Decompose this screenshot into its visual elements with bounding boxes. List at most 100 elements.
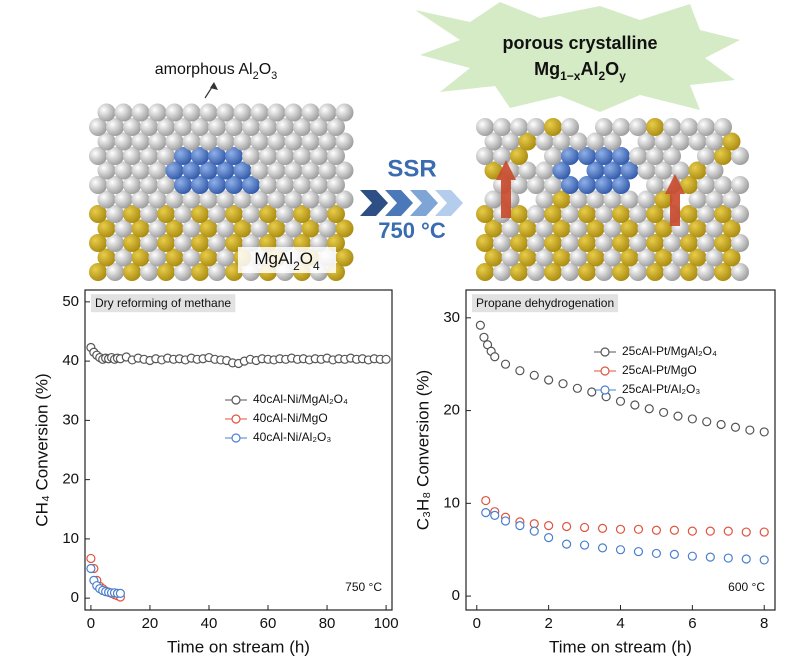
- atom: [157, 263, 175, 281]
- atom: [510, 147, 528, 165]
- atom: [165, 103, 184, 122]
- atom: [595, 234, 613, 252]
- atom: [191, 176, 209, 194]
- atom: [157, 234, 175, 252]
- marker: [716, 419, 726, 430]
- atom: [148, 103, 167, 122]
- atom: [697, 263, 715, 281]
- atom: [123, 118, 141, 136]
- atom: [731, 263, 749, 281]
- atom: [131, 132, 150, 151]
- atom: [89, 234, 107, 252]
- atom: [586, 219, 605, 238]
- atom: [552, 190, 571, 209]
- atom: [688, 248, 707, 267]
- marker: [587, 387, 597, 397]
- atom: [476, 234, 494, 252]
- atom: [731, 147, 749, 165]
- label-sub: 2: [598, 69, 605, 83]
- marker: [544, 533, 554, 543]
- atom: [578, 205, 596, 223]
- atom: [89, 118, 107, 136]
- atom: [637, 219, 656, 238]
- atom: [518, 219, 537, 238]
- label-part: Mg: [534, 59, 560, 79]
- atom: [106, 147, 124, 165]
- atom: [697, 176, 715, 194]
- atom: [714, 263, 732, 281]
- atom: [603, 161, 622, 180]
- atom: [199, 190, 218, 209]
- atom: [293, 147, 311, 165]
- atom: [705, 190, 724, 209]
- marker: [544, 375, 554, 385]
- atom: [501, 248, 520, 267]
- x-tick-label: 80: [319, 615, 336, 632]
- atom: [646, 118, 664, 136]
- legend-label: 25cAl-Pt/MgO: [622, 363, 697, 377]
- atom: [629, 205, 647, 223]
- atom: [714, 118, 732, 136]
- marker: [529, 519, 539, 529]
- atom: [318, 190, 337, 209]
- label-sub: 2: [293, 259, 300, 273]
- marker: [669, 525, 679, 535]
- atom: [510, 234, 528, 252]
- atom: [131, 103, 150, 122]
- marker: [615, 396, 626, 406]
- atom: [182, 219, 201, 238]
- atom: [714, 176, 732, 194]
- atom: [552, 132, 571, 151]
- atom: [199, 132, 218, 151]
- chevrons: [360, 190, 463, 216]
- atom: [174, 234, 192, 252]
- atom: [301, 219, 320, 238]
- atom: [637, 132, 656, 151]
- label-part: MgAl: [254, 249, 293, 268]
- atom: [97, 248, 116, 267]
- x-tick-label: 6: [688, 615, 696, 632]
- atom: [191, 118, 209, 136]
- atom: [310, 147, 328, 165]
- label-bg: [238, 247, 336, 273]
- marker: [579, 522, 590, 533]
- atom: [612, 205, 630, 223]
- atom: [688, 219, 707, 238]
- annotation-bg: [91, 294, 236, 313]
- atom: [114, 161, 133, 180]
- marker: [597, 523, 608, 533]
- legend-marker: [600, 347, 610, 357]
- atom: [663, 147, 681, 165]
- atom: [284, 132, 303, 151]
- atom: [106, 234, 124, 252]
- atom: [310, 118, 328, 136]
- atom: [646, 263, 664, 281]
- atom: [654, 161, 673, 180]
- atom: [148, 161, 167, 180]
- atom: [603, 219, 622, 238]
- marker: [723, 526, 733, 536]
- atom: [501, 219, 520, 238]
- atom: [250, 161, 269, 180]
- atom: [106, 263, 124, 281]
- atom: [310, 176, 328, 194]
- atom: [267, 161, 286, 180]
- x-tick-label: 60: [260, 615, 277, 632]
- atom: [535, 248, 554, 267]
- atom: [510, 118, 528, 136]
- x-tick-label: 0: [87, 615, 95, 632]
- marker: [745, 425, 755, 435]
- y-tick-label: 30: [62, 411, 79, 428]
- atom: [527, 205, 545, 223]
- atom: [544, 263, 562, 281]
- atom: [493, 263, 511, 281]
- atom: [131, 248, 150, 267]
- temperature-note: 600 °C: [728, 580, 765, 594]
- atom: [174, 118, 192, 136]
- atom: [208, 118, 226, 136]
- atom: [637, 190, 656, 209]
- atom: [501, 132, 520, 151]
- atom: [97, 103, 116, 122]
- atom: [97, 161, 116, 180]
- atom: [250, 219, 269, 238]
